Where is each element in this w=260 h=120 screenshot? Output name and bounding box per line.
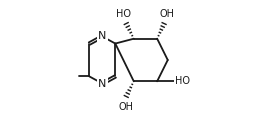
Text: N: N — [98, 78, 107, 89]
Text: HO: HO — [175, 76, 190, 86]
Text: OH: OH — [118, 102, 133, 112]
Text: OH: OH — [160, 9, 174, 19]
Text: HO: HO — [116, 9, 131, 19]
Text: N: N — [98, 31, 107, 42]
